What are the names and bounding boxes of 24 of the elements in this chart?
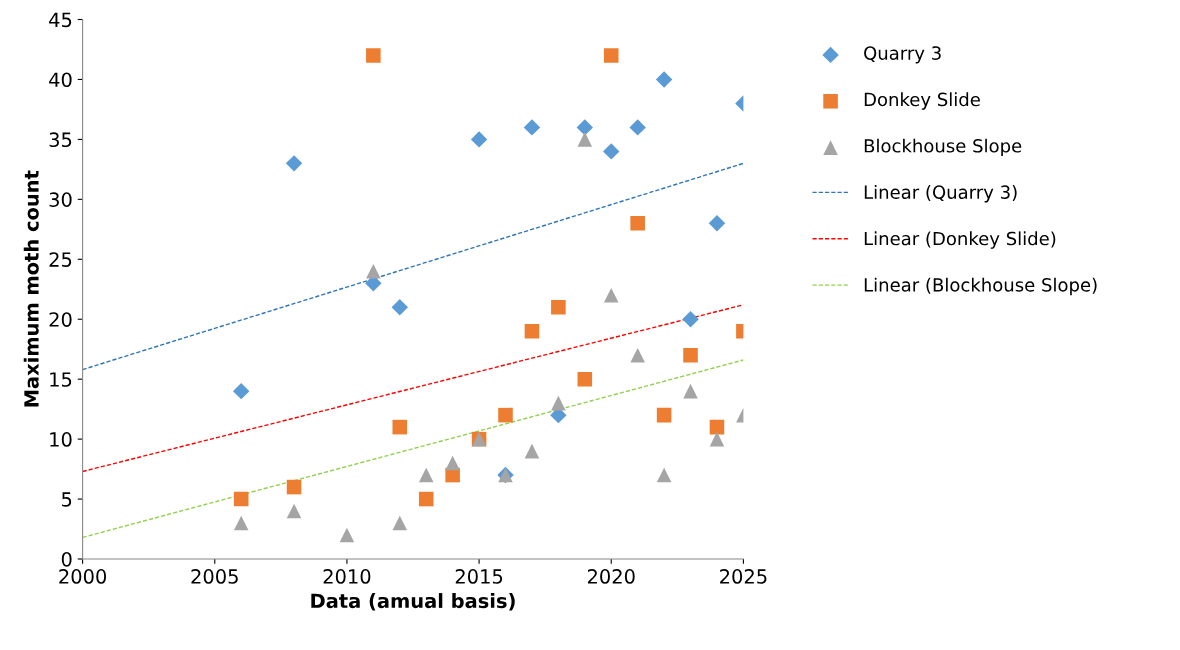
y-tick-label: 0	[61, 551, 72, 567]
legend-label: Linear (Blockhouse Slope)	[864, 277, 1097, 296]
y-tick-label: 15	[50, 372, 72, 387]
y-tick-label: 5	[62, 492, 72, 507]
y-tick-label: 20	[49, 312, 72, 327]
legend-label: Linear (Quarry 3)	[864, 185, 1017, 203]
x-tick-label: 2025	[720, 569, 767, 584]
x-tick-label: 2005	[191, 569, 238, 584]
legend-label: Quarry 3	[864, 46, 941, 64]
y-tick-label: 30	[49, 192, 72, 207]
y-axis-title: Maximum moth count	[23, 170, 39, 407]
y-tick-label: 40	[49, 72, 72, 88]
x-tick-label: 2010	[323, 569, 371, 584]
x-tick-label: 2015	[455, 569, 503, 584]
x-axis-title: Data (amual basis)	[311, 593, 515, 611]
x-tick-label: 2020	[587, 569, 635, 584]
y-tick-label: 10	[50, 432, 72, 447]
y-tick-label: 35	[49, 132, 72, 148]
legend-label: Blockhouse Slope	[864, 138, 1022, 157]
legend-label: Donkey Slide	[864, 92, 980, 110]
y-tick-label: 45	[49, 12, 72, 28]
legend-label: Linear (Donkey Slide)	[864, 231, 1056, 249]
x-tick-label: 2000	[59, 569, 107, 584]
y-tick-label: 25	[49, 252, 72, 267]
